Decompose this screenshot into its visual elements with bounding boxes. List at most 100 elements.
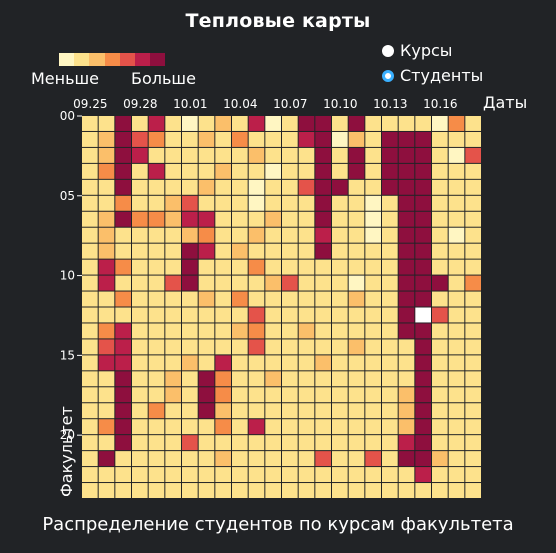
heatmap-cell xyxy=(382,339,398,354)
heatmap-cell xyxy=(249,212,265,227)
heatmap-cell xyxy=(82,132,98,147)
heatmap-cell xyxy=(399,164,415,179)
heatmap-cell xyxy=(232,403,248,418)
x-tick-label: 10.16 xyxy=(423,97,457,111)
heatmap-cell xyxy=(332,387,348,402)
heatmap-cell xyxy=(215,419,231,434)
heatmap-cell xyxy=(249,323,265,338)
heatmap-cell xyxy=(382,212,398,227)
heatmap-cell xyxy=(315,196,331,211)
heatmap-cell xyxy=(165,164,181,179)
heatmap-cell xyxy=(299,451,315,466)
heatmap-cell xyxy=(282,276,298,291)
heatmap-cell xyxy=(432,371,448,386)
heatmap-cell xyxy=(132,355,148,370)
heatmap-cell xyxy=(115,228,131,243)
heatmap-cell xyxy=(265,419,281,434)
heatmap-cell xyxy=(249,339,265,354)
heatmap-cell xyxy=(199,228,215,243)
heatmap-cell xyxy=(432,483,448,498)
heatmap-cell xyxy=(99,323,115,338)
heatmap-cell xyxy=(115,483,131,498)
heatmap-cell xyxy=(115,355,131,370)
heatmap-cell xyxy=(365,260,381,275)
heatmap-cell xyxy=(415,451,431,466)
heatmap-cell xyxy=(282,292,298,307)
heatmap-cell xyxy=(382,308,398,323)
heatmap-cell xyxy=(165,132,181,147)
heatmap-cell xyxy=(115,371,131,386)
heatmap-cell xyxy=(465,483,481,498)
heatmap-cell xyxy=(282,483,298,498)
heatmap-cell xyxy=(332,132,348,147)
heatmap-cell xyxy=(265,308,281,323)
heatmap-cell xyxy=(165,451,181,466)
heatmap-cell xyxy=(149,212,165,227)
heatmap-cell xyxy=(115,419,131,434)
highlighted-cell[interactable] xyxy=(415,308,431,323)
heatmap-cell xyxy=(132,483,148,498)
heatmap-cell xyxy=(365,435,381,450)
heatmap-cell xyxy=(82,323,98,338)
heatmap-cell xyxy=(249,276,265,291)
heatmap-cell xyxy=(82,371,98,386)
heatmap-cell xyxy=(299,148,315,163)
heatmap-cell xyxy=(299,132,315,147)
heatmap-cell xyxy=(382,467,398,482)
heatmap-cell xyxy=(315,244,331,259)
heatmap-cell xyxy=(349,180,365,195)
heatmap-cell xyxy=(365,196,381,211)
heatmap-cell xyxy=(99,116,115,131)
heatmap-cell xyxy=(265,196,281,211)
heatmap-cell xyxy=(315,212,331,227)
heatmap-cell xyxy=(282,387,298,402)
heatmap-cell xyxy=(465,403,481,418)
heatmap-cell xyxy=(432,196,448,211)
heatmap-cell xyxy=(115,260,131,275)
heatmap-cell xyxy=(232,276,248,291)
heatmap-cell xyxy=(382,132,398,147)
heatmap-cell xyxy=(299,355,315,370)
heatmap-cell xyxy=(465,276,481,291)
heatmap-cell xyxy=(315,451,331,466)
heatmap-cell xyxy=(299,180,315,195)
heatmap-cell xyxy=(349,435,365,450)
heatmap-cell xyxy=(415,419,431,434)
heatmap-cell xyxy=(449,451,465,466)
heatmap-cell xyxy=(432,339,448,354)
heatmap-cell xyxy=(365,180,381,195)
heatmap-cell xyxy=(199,483,215,498)
heatmap-cell xyxy=(349,196,365,211)
heatmap-cell xyxy=(332,403,348,418)
heatmap-cell xyxy=(132,467,148,482)
heatmap-cell xyxy=(465,467,481,482)
heatmap-cell xyxy=(399,467,415,482)
heatmap-cell xyxy=(99,451,115,466)
heatmap-cell xyxy=(415,148,431,163)
heatmap-cell xyxy=(299,339,315,354)
heatmap-cell xyxy=(382,228,398,243)
heatmap-cell xyxy=(432,387,448,402)
heatmap-cell xyxy=(82,435,98,450)
heatmap-cell xyxy=(315,276,331,291)
heatmap-cell xyxy=(149,403,165,418)
heatmap-cell xyxy=(399,132,415,147)
heatmap-cell xyxy=(182,371,198,386)
heatmap-cell xyxy=(365,228,381,243)
heatmap-cell xyxy=(165,387,181,402)
heatmap-cell xyxy=(182,132,198,147)
heatmap-cell xyxy=(399,435,415,450)
heatmap-cell xyxy=(315,132,331,147)
heatmap-cell xyxy=(215,371,231,386)
heatmap-cell xyxy=(265,387,281,402)
heatmap-cell xyxy=(132,196,148,211)
heatmap-cell xyxy=(332,308,348,323)
heatmap-cell xyxy=(99,403,115,418)
heatmap-cell xyxy=(132,387,148,402)
heatmap-cell xyxy=(315,148,331,163)
x-tick-label: 10.10 xyxy=(323,97,357,111)
heatmap-cell xyxy=(149,148,165,163)
heatmap-cell xyxy=(432,435,448,450)
heatmap-cell xyxy=(215,180,231,195)
heatmap-cell xyxy=(215,132,231,147)
